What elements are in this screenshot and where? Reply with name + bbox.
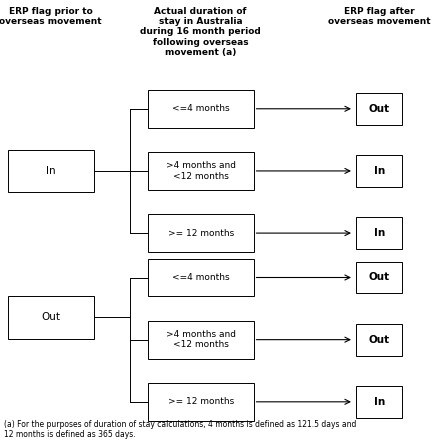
FancyBboxPatch shape xyxy=(148,321,254,359)
Text: ERP flag after
overseas movement: ERP flag after overseas movement xyxy=(328,7,430,26)
Text: (a) For the purposes of duration of stay calculations, 4 months is defined as 12: (a) For the purposes of duration of stay… xyxy=(4,420,357,439)
FancyBboxPatch shape xyxy=(356,217,402,249)
FancyBboxPatch shape xyxy=(356,155,402,187)
Text: Out: Out xyxy=(41,313,60,322)
FancyBboxPatch shape xyxy=(148,383,254,421)
FancyBboxPatch shape xyxy=(148,214,254,252)
FancyBboxPatch shape xyxy=(148,90,254,128)
FancyBboxPatch shape xyxy=(148,152,254,190)
Text: >= 12 months: >= 12 months xyxy=(168,397,234,406)
FancyBboxPatch shape xyxy=(8,297,94,339)
FancyBboxPatch shape xyxy=(356,386,402,418)
Text: In: In xyxy=(374,166,385,176)
Text: Out: Out xyxy=(369,273,390,282)
Text: ERP flag prior to
overseas movement: ERP flag prior to overseas movement xyxy=(0,7,102,26)
Text: In: In xyxy=(374,397,385,407)
Text: >4 months and
<12 months: >4 months and <12 months xyxy=(166,330,235,349)
FancyBboxPatch shape xyxy=(356,324,402,356)
Text: >4 months and
<12 months: >4 months and <12 months xyxy=(166,161,235,181)
Text: <=4 months: <=4 months xyxy=(172,104,229,113)
FancyBboxPatch shape xyxy=(356,262,402,293)
FancyBboxPatch shape xyxy=(356,93,402,125)
FancyBboxPatch shape xyxy=(148,258,254,297)
Text: In: In xyxy=(374,228,385,238)
FancyBboxPatch shape xyxy=(8,150,94,192)
Text: In: In xyxy=(46,166,56,176)
Text: Out: Out xyxy=(369,335,390,345)
Text: Out: Out xyxy=(369,104,390,114)
Text: Actual duration of
stay in Australia
during 16 month period
following overseas
m: Actual duration of stay in Australia dur… xyxy=(140,7,261,57)
Text: <=4 months: <=4 months xyxy=(172,273,229,282)
Text: >= 12 months: >= 12 months xyxy=(168,229,234,238)
